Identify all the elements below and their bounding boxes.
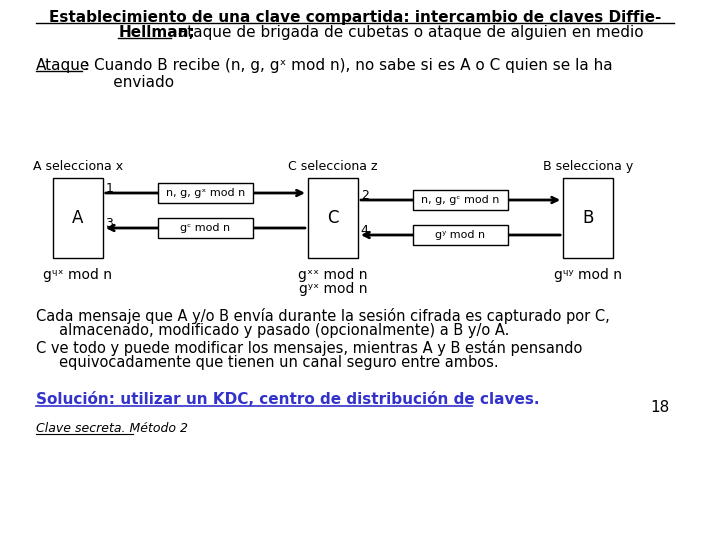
Text: Cada mensaje que A y/o B envía durante la sesión cifrada es capturado por C,: Cada mensaje que A y/o B envía durante l… (36, 308, 610, 324)
Text: Hellman;: Hellman; (118, 25, 195, 40)
Text: almacenado, modificado y pasado (opcionalmente) a B y/o A.: almacenado, modificado y pasado (opciona… (36, 323, 510, 338)
Text: C ve todo y puede modificar los mensajes, mientras A y B están pensando: C ve todo y puede modificar los mensajes… (36, 340, 582, 356)
Bar (158, 218, 253, 238)
Text: equivocadamente que tienen un canal seguro entre ambos.: equivocadamente que tienen un canal segu… (36, 355, 499, 370)
Text: C selecciona z: C selecciona z (288, 160, 378, 173)
Bar (413, 225, 508, 245)
Bar (563, 178, 613, 258)
Bar (53, 178, 103, 258)
Text: C: C (327, 209, 338, 227)
Text: Establecimiento de una clave compartida: intercambio de claves Diffie-: Establecimiento de una clave compartida:… (49, 10, 662, 25)
Text: ataque de brigada de cubetas o ataque de alguien en medio: ataque de brigada de cubetas o ataque de… (173, 25, 644, 40)
Text: Clave secreta. Método 2: Clave secreta. Método 2 (36, 422, 189, 435)
Text: A selecciona x: A selecciona x (32, 160, 123, 173)
Text: n, g, gᶜ mod n: n, g, gᶜ mod n (421, 195, 500, 205)
Text: B: B (582, 209, 594, 227)
Bar (158, 183, 253, 203)
Text: 3: 3 (106, 217, 114, 230)
Text: 4: 4 (361, 224, 369, 237)
Text: Solución: utilizar un KDC, centro de distribución de claves.: Solución: utilizar un KDC, centro de dis… (36, 392, 540, 407)
Text: gˣˣ mod n: gˣˣ mod n (298, 268, 368, 282)
Bar (308, 178, 358, 258)
Text: gᶣʸ mod n: gᶣʸ mod n (554, 268, 622, 282)
Text: 1: 1 (106, 182, 114, 195)
Text: gʸˣ mod n: gʸˣ mod n (299, 282, 367, 296)
Text: gᶜ mod n: gᶜ mod n (180, 223, 230, 233)
Text: B selecciona y: B selecciona y (543, 160, 634, 173)
Bar (413, 190, 508, 210)
Text: 18: 18 (650, 400, 670, 415)
Text: 2: 2 (361, 189, 369, 202)
Text: n, g, gˣ mod n: n, g, gˣ mod n (166, 188, 245, 198)
Text: A: A (72, 209, 84, 227)
Text: gᶣˣ mod n: gᶣˣ mod n (43, 268, 112, 282)
Text: gʸ mod n: gʸ mod n (436, 230, 485, 240)
Text: Ataque: Ataque (36, 58, 91, 73)
Text: : Cuando B recibe (n, g, gˣ mod n), no sabe si es A o C quien se la ha
      env: : Cuando B recibe (n, g, gˣ mod n), no s… (84, 58, 612, 90)
